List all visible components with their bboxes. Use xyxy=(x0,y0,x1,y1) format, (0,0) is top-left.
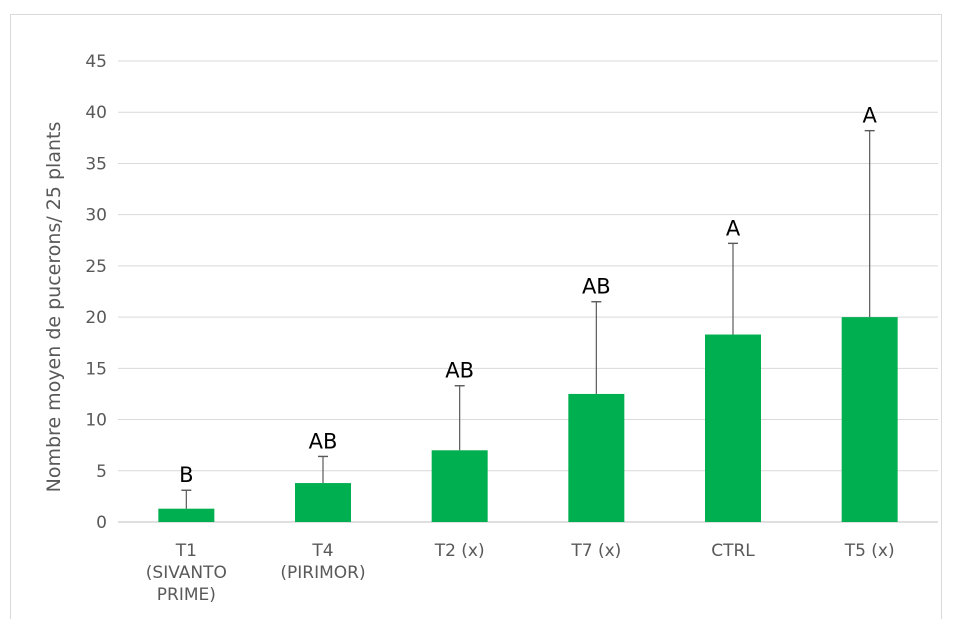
x-tick-labels: T1 (SIVANTO PRIME) T4 (PIRIMOR) T2 (x) T7 (x) C… xyxy=(146,541,895,605)
bars xyxy=(158,317,898,522)
x-tick-label: T2 (x) xyxy=(434,541,485,561)
bar xyxy=(158,508,215,522)
error-bar xyxy=(728,242,738,335)
error-bar xyxy=(318,455,328,484)
x-tick-label: T4 (PIRIMOR) xyxy=(280,541,365,583)
error-bar xyxy=(454,385,465,451)
error-bar xyxy=(591,301,602,394)
y-tick-label: 0 xyxy=(96,513,107,533)
bar xyxy=(568,393,625,522)
y-tick-label: 35 xyxy=(85,154,107,174)
x-tick-label: T7 (x) xyxy=(570,541,621,561)
significance-labels: B AB AB AB A A xyxy=(179,104,877,488)
significance-label: A xyxy=(862,104,877,128)
y-tick-label: 30 xyxy=(85,206,107,226)
bar xyxy=(295,483,351,522)
x-tick-label: T1 (SIVANTO PRIME) xyxy=(146,541,227,605)
x-tick-label: CTRL xyxy=(711,541,755,561)
y-tick-label: 10 xyxy=(85,411,107,431)
error-bar xyxy=(864,129,875,318)
y-tick-label: 40 xyxy=(85,103,107,123)
y-tick-label: 20 xyxy=(85,308,107,328)
significance-label: A xyxy=(726,216,741,240)
bar xyxy=(431,450,488,522)
y-tick-labels: 0 5 10 15 20 25 30 35 40 45 xyxy=(85,52,107,533)
x-tick-label: T5 (x) xyxy=(844,541,895,561)
error-bars xyxy=(181,129,875,509)
significance-label: B xyxy=(179,463,193,487)
gridlines xyxy=(118,60,938,523)
significance-label: AB xyxy=(309,429,338,453)
y-tick-label: 5 xyxy=(96,462,107,482)
error-bar xyxy=(181,489,192,509)
significance-label: AB xyxy=(445,359,474,383)
bar xyxy=(705,334,761,522)
y-tick-label: 45 xyxy=(85,52,107,72)
y-axis-label: Nombre moyen de pucerons/ 25 plants xyxy=(43,122,65,493)
y-tick-label: 15 xyxy=(85,359,107,379)
y-tick-label: 25 xyxy=(85,257,107,277)
significance-label: AB xyxy=(582,275,611,299)
bar xyxy=(841,317,898,522)
